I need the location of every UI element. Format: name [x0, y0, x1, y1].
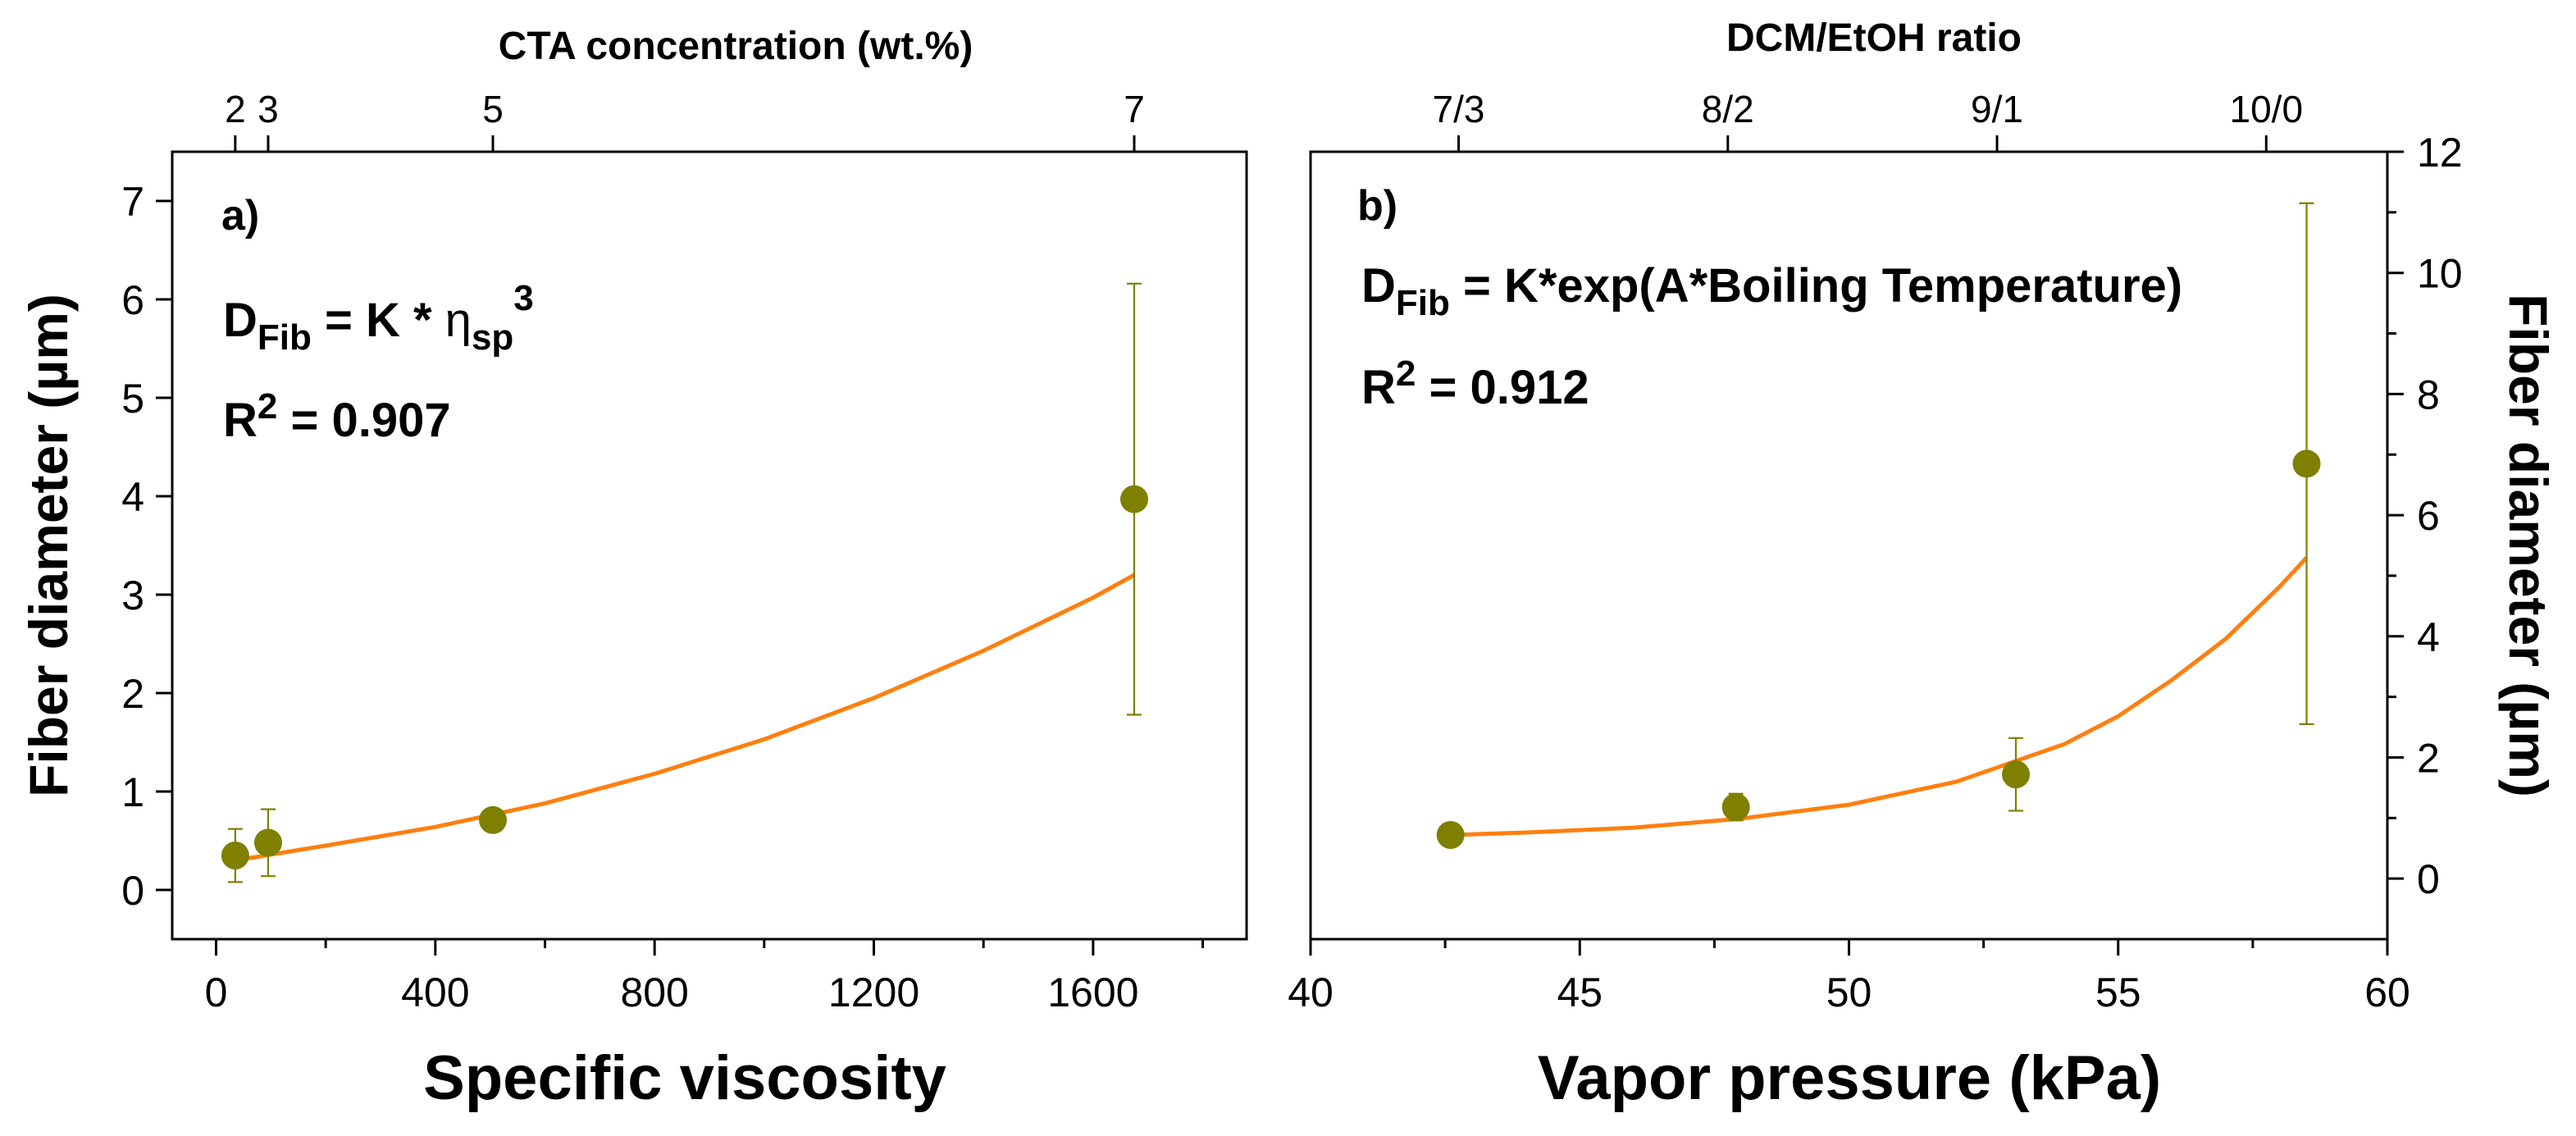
panel-a-top-tick-label: 3: [258, 88, 279, 130]
panel-b-x-tick-label: 50: [1826, 969, 1872, 1015]
panel-a-eq-mid: = K *: [312, 294, 445, 347]
panel-b-top-tick-label: 7/3: [1433, 88, 1485, 130]
panel-b-points: [1436, 202, 2321, 849]
panel-a-top-tick-label: 2: [225, 88, 246, 130]
panel-b-data-point: [1721, 793, 1750, 822]
panel-a-y-tick-label: 7: [121, 179, 144, 225]
panel-b-eq-rhs: = K*exp(A*Boiling Temperature): [1450, 259, 2182, 313]
panel-a-eq-var: η: [445, 294, 472, 347]
panel-a-fit-curve: [235, 573, 1136, 863]
panel-b-r2-value: = 0.912: [1416, 361, 1589, 414]
panel-b-y-tick-label: 6: [2417, 493, 2440, 539]
panel-a-top-axis-title: CTA concentration (wt.%): [499, 25, 973, 68]
panel-b-y-tick-label: 10: [2417, 251, 2463, 297]
panel-b-ticks: 40 45 50 55 60 0 2 4 6 8 10 12 7/3 8/2 9/1 10/0: [1288, 88, 2462, 1015]
panel-b-data-point: [2292, 449, 2321, 478]
panel-a-y-axis-title: Fiber diameter (µm): [18, 294, 79, 797]
panel-b-y-axis-title: Fiber diameter (µm): [2498, 294, 2559, 797]
panel-a-x-tick-label: 1600: [1047, 969, 1138, 1015]
panel-a-y-tick-label: 1: [121, 769, 144, 815]
panel-b-x-tick-label: 55: [2095, 969, 2141, 1015]
panel-a-fit: [235, 573, 1136, 863]
panel-b-x-axis-title: Vapor pressure (kPa): [1538, 1043, 2161, 1113]
panel-a-x-tick-label: 800: [620, 969, 688, 1015]
panel-a-data-point: [221, 842, 249, 869]
panel-a-eq-lhs: D: [223, 294, 258, 347]
panel-a-data-point: [1119, 485, 1148, 513]
panel-a-label: a): [221, 192, 259, 240]
panel-a-y-tick-label: 2: [121, 671, 144, 717]
panel-a-frame: [171, 150, 1248, 941]
panel-a-x-tick-label: 0: [205, 969, 228, 1015]
panel-a-r2-value: = 0.907: [277, 394, 450, 447]
panel-a-y-tick-label: 5: [121, 376, 144, 422]
panel-a-data-point: [478, 805, 507, 834]
panel-a-points: [221, 282, 1148, 883]
panel-a-data-point: [253, 828, 282, 857]
panel-b-r2-label: R: [1361, 361, 1396, 414]
panel-b-y-tick-label: 2: [2417, 735, 2440, 781]
panel-a-y-tick-label: 3: [121, 573, 144, 618]
panel-b-top-tick-label: 8/2: [1702, 88, 1754, 130]
panel-a-equation: DFib = K * ηsp3: [223, 278, 534, 358]
panel-b-equation: DFib = K*exp(A*Boiling Temperature): [1361, 259, 2182, 323]
panel-b: 40 45 50 55 60 0 2 4 6 8 10 12 7/3 8/2 9/1 10/0 DCM/EtO…: [1288, 16, 2559, 1113]
panel-b-label: b): [1357, 182, 1397, 230]
panel-b-data-point: [1436, 820, 1465, 849]
panel-b-r2-sup: 2: [1396, 354, 1416, 394]
panel-b-y-tick-label: 4: [2417, 614, 2440, 660]
panel-a-r2: R2 = 0.907: [223, 386, 451, 447]
panel-a-r2-label: R: [223, 394, 258, 447]
panel-b-x-tick-label: 40: [1288, 969, 1334, 1015]
panel-b-x-tick-label: 45: [1557, 969, 1603, 1015]
panel-b-top-axis-title: DCM/EtOH ratio: [1726, 16, 2022, 60]
panel-a-eq-var-sup: 3: [513, 278, 533, 318]
panel-a-x-tick-label: 1200: [828, 969, 919, 1015]
panel-a-r2-sup: 2: [258, 386, 277, 427]
panel-b-r2: R2 = 0.912: [1361, 354, 1589, 414]
panel-a-eq-var-sub: sp: [472, 317, 513, 358]
panel-b-eq-lhs-sub: Fib: [1396, 283, 1450, 323]
panel-b-y-tick-label: 0: [2417, 856, 2440, 902]
panel-a-x-tick-label: 400: [401, 969, 469, 1015]
panel-a-eq-lhs-sub: Fib: [258, 317, 312, 358]
panel-a-y-tick-label: 4: [121, 474, 144, 520]
panel-a-x-axis-title: Specific viscosity: [423, 1043, 946, 1113]
panel-b-fit: [1450, 556, 2309, 837]
panel-a-y-tick-label: 0: [121, 868, 144, 914]
panel-b-eq-lhs: D: [1361, 259, 1396, 313]
panel-b-top-tick-label: 10/0: [2230, 88, 2304, 130]
panel-a-top-tick-label: 7: [1124, 88, 1145, 130]
panel-b-fit-curve: [1450, 556, 2309, 837]
panel-b-data-point: [2002, 760, 2031, 789]
panel-b-y-tick-label: 12: [2417, 130, 2463, 176]
panel-a-top-tick-label: 5: [482, 88, 504, 130]
panel-b-y-tick-label: 8: [2417, 372, 2440, 417]
panel-b-x-tick-label: 60: [2364, 969, 2410, 1015]
panel-a-y-tick-label: 6: [121, 277, 144, 323]
panel-b-top-tick-label: 9/1: [1971, 88, 2023, 130]
